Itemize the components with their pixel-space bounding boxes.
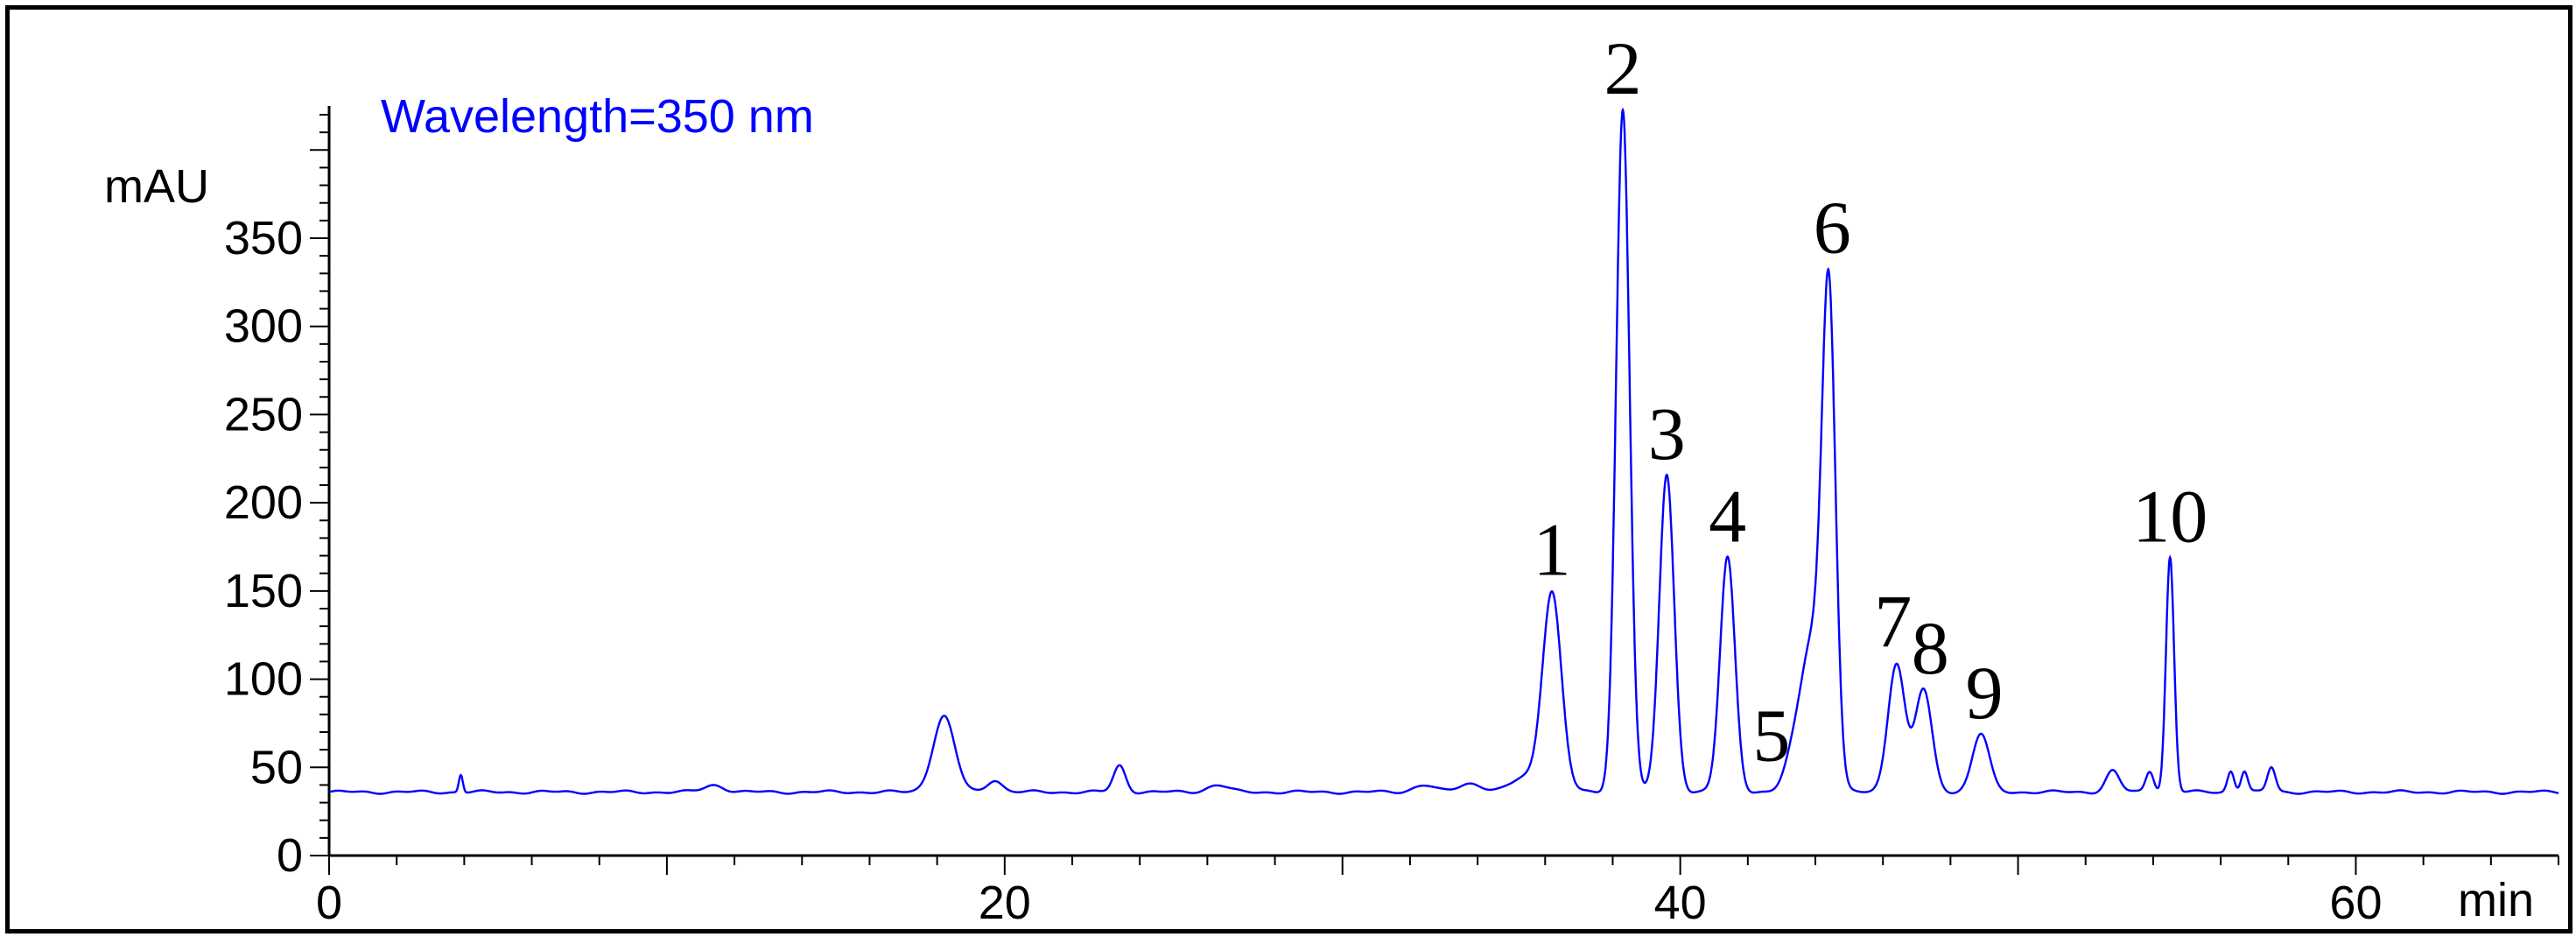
peak-label: 1 [1533, 508, 1570, 592]
peak-labels: 1 2 34 5 6 7 89 10 [1533, 26, 2207, 777]
y-tick-label: 350 [224, 212, 303, 264]
axes: 0 50 100 150 200 250 300 350 0 20 40 60 [224, 106, 2559, 929]
peak-label: 3 [1648, 391, 1686, 476]
x-axis-label: min [2458, 874, 2534, 926]
y-tick-label: 150 [224, 565, 303, 617]
y-tick-label: 100 [224, 653, 303, 706]
peak-label: 10 [2132, 475, 2207, 559]
chromatogram-trace [328, 107, 2559, 795]
y-tick-label: 50 [250, 741, 303, 793]
y-axis-label: mAU [104, 160, 209, 213]
y-tick-label: 300 [224, 300, 303, 353]
peak-label: 9 [1965, 651, 2003, 735]
peak-label: 7 [1874, 580, 1912, 664]
peak-label: 5 [1752, 693, 1790, 777]
wavelength-annotation: Wavelength=350 nm [381, 90, 814, 143]
x-tick-label: 60 [2329, 877, 2382, 929]
x-tick-label: 0 [316, 877, 342, 929]
x-tick-label: 20 [979, 877, 1031, 929]
y-tick-label: 0 [277, 829, 303, 882]
peak-label: 6 [1814, 186, 1851, 270]
peak-label: 4 [1709, 475, 1746, 559]
y-tick-label: 250 [224, 388, 303, 440]
peak-label: 2 [1604, 26, 1642, 110]
y-tick-label: 200 [224, 476, 303, 529]
chart-frame: Wavelength=350 nm mAU min 0 50 100 150 200 25… [5, 5, 2572, 933]
chromatogram-chart: Wavelength=350 nm mAU min 05010015020025… [104, 26, 2559, 929]
peak-label: 8 [1912, 606, 1949, 690]
series [328, 107, 2559, 795]
x-tick-label: 40 [1654, 877, 1707, 929]
